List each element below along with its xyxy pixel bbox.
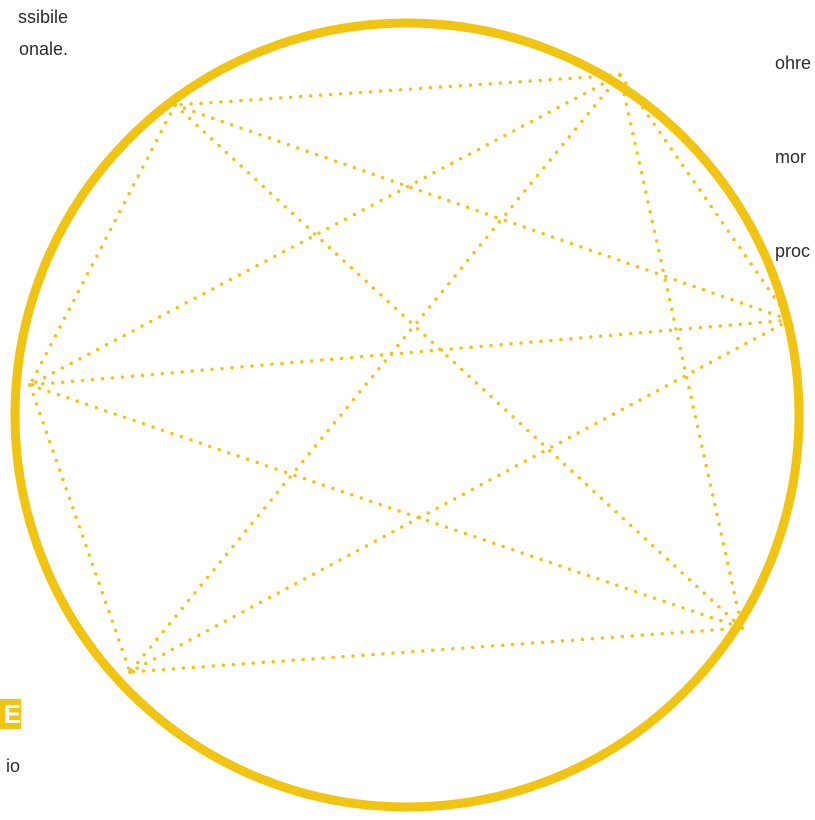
edge-1-2 bbox=[173, 103, 792, 322]
right-text-line-1: ohre bbox=[775, 53, 812, 73]
left-text-fragment: ssibile onale. bbox=[0, 0, 68, 70]
edge-3-5 bbox=[28, 383, 132, 674]
edge-1-4 bbox=[173, 103, 744, 630]
edge-0-1 bbox=[173, 73, 622, 107]
node-2 bbox=[788, 318, 792, 322]
section-badge: E bbox=[0, 699, 21, 729]
edge-0-3 bbox=[28, 73, 622, 387]
right-text-line-2: mor bbox=[775, 147, 806, 167]
edge-2-5 bbox=[128, 318, 792, 674]
edge-3-4 bbox=[28, 383, 744, 630]
edge-group bbox=[28, 73, 792, 674]
node-5 bbox=[128, 670, 132, 674]
edge-4-5 bbox=[128, 626, 744, 674]
edge-2-3 bbox=[28, 318, 792, 387]
node-3 bbox=[28, 383, 32, 387]
node-group bbox=[28, 73, 792, 674]
left-text-line-1: ssibile bbox=[17, 7, 68, 27]
node-1 bbox=[173, 103, 177, 107]
right-text-fragment: ohre mor proc bbox=[775, 0, 815, 300]
left-text-line-2: onale. bbox=[18, 39, 68, 59]
edge-0-5 bbox=[128, 73, 622, 674]
right-text-line-3: proc bbox=[775, 241, 811, 261]
node-4 bbox=[740, 626, 744, 630]
node-0 bbox=[618, 73, 622, 77]
outer-ring bbox=[10, 18, 804, 812]
edge-0-2 bbox=[618, 73, 792, 322]
caption-fragment: io bbox=[5, 756, 20, 776]
edge-0-4 bbox=[618, 73, 744, 630]
